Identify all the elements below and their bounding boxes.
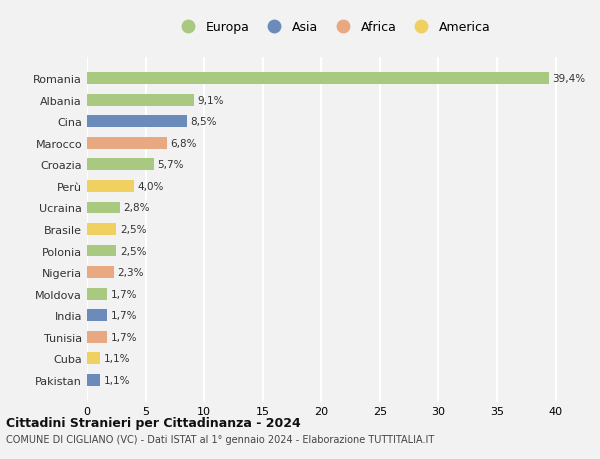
Bar — [87, 202, 120, 214]
Bar — [87, 310, 107, 321]
Bar — [87, 73, 548, 85]
Text: 2,3%: 2,3% — [118, 268, 144, 278]
Bar — [87, 374, 100, 386]
Text: Cittadini Stranieri per Cittadinanza - 2024: Cittadini Stranieri per Cittadinanza - 2… — [6, 416, 301, 429]
Text: 4,0%: 4,0% — [137, 181, 164, 191]
Bar — [87, 267, 114, 279]
Text: 39,4%: 39,4% — [552, 74, 585, 84]
Bar — [87, 95, 194, 106]
Text: 2,8%: 2,8% — [124, 203, 150, 213]
Bar — [87, 116, 187, 128]
Text: 2,5%: 2,5% — [120, 224, 146, 235]
Text: COMUNE DI CIGLIANO (VC) - Dati ISTAT al 1° gennaio 2024 - Elaborazione TUTTITALI: COMUNE DI CIGLIANO (VC) - Dati ISTAT al … — [6, 434, 434, 443]
Text: 1,1%: 1,1% — [103, 353, 130, 364]
Text: 5,7%: 5,7% — [157, 160, 184, 170]
Bar — [87, 353, 100, 364]
Text: 8,5%: 8,5% — [190, 117, 217, 127]
Legend: Europa, Asia, Africa, America: Europa, Asia, Africa, America — [173, 19, 493, 37]
Bar — [87, 138, 167, 149]
Bar — [87, 159, 154, 171]
Text: 1,7%: 1,7% — [110, 311, 137, 320]
Bar — [87, 180, 134, 192]
Bar — [87, 245, 116, 257]
Text: 1,7%: 1,7% — [110, 332, 137, 342]
Bar — [87, 288, 107, 300]
Text: 1,7%: 1,7% — [110, 289, 137, 299]
Text: 6,8%: 6,8% — [170, 139, 197, 148]
Text: 1,1%: 1,1% — [103, 375, 130, 385]
Text: 9,1%: 9,1% — [197, 95, 224, 106]
Text: 2,5%: 2,5% — [120, 246, 146, 256]
Bar — [87, 224, 116, 235]
Bar — [87, 331, 107, 343]
